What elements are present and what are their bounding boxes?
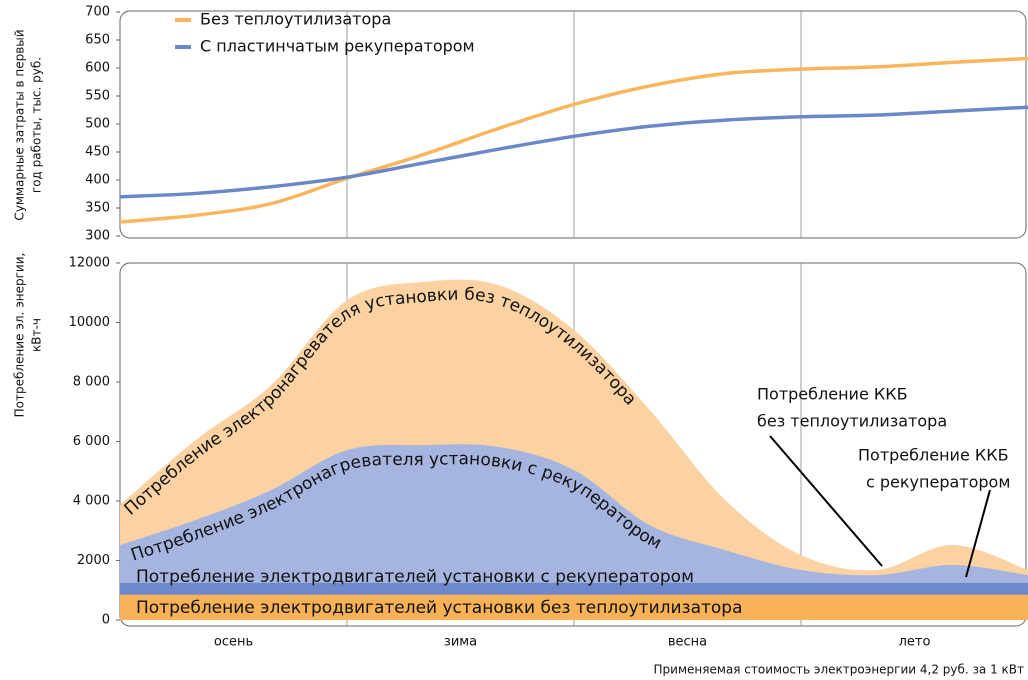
y-tick-label: 700 [85, 5, 110, 20]
y-tick-label: 300 [85, 229, 110, 244]
x-tick-label: весна [668, 635, 707, 650]
y-tick-label: 450 [85, 145, 110, 160]
line [119, 105, 1028, 199]
y-tick-label: 550 [85, 89, 110, 104]
area-label: Потребление электродвигателей установки … [136, 598, 743, 618]
y-axis-label: год работы, тыс. руб. [30, 57, 44, 193]
footnote: Применяемая стоимость электроэнергии 4,2… [654, 663, 1024, 677]
y-tick-label: 4 000 [73, 494, 110, 509]
y-axis-label: Суммарные затраты в первый [13, 29, 27, 220]
x-tick-label: осень [214, 635, 253, 650]
y-tick-label: 500 [85, 117, 110, 132]
y-axis-label: Потребление эл. энергии, [13, 253, 27, 418]
y-tick-label: 12000 [69, 256, 110, 271]
y-tick-label: 350 [85, 201, 110, 216]
area [120, 444, 1028, 620]
y-tick-label: 10000 [69, 315, 110, 330]
annotation: с рекуператором [866, 473, 1010, 492]
x-tick-label: зима [444, 635, 477, 650]
y-tick-label: 2000 [77, 553, 110, 568]
top-vgrid [346, 11, 802, 238]
y-tick-label: 6 000 [73, 434, 110, 449]
area-label: Потребление электродвигателей установки … [136, 567, 694, 587]
annotation: Потребление ККБ [858, 446, 1009, 465]
y-tick-label: 8 000 [73, 375, 110, 390]
y-tick-label: 650 [85, 33, 110, 48]
legend-label: С пластинчатым рекуператором [200, 37, 475, 56]
y-tick-label: 0 [102, 613, 110, 628]
annotation: Потребление ККБ [757, 385, 908, 404]
legend-label: Без теплоутилизатора [200, 10, 391, 29]
x-tick-label: лето [899, 635, 931, 650]
area [120, 594, 1028, 620]
annotation: без теплоутилизатора [757, 412, 947, 431]
arrow [769, 435, 883, 567]
arrow [965, 489, 991, 578]
line [119, 56, 1028, 224]
y-tick-label: 600 [85, 61, 110, 76]
y-axis-label: кВт-ч [30, 318, 44, 352]
y-tick-label: 400 [85, 173, 110, 188]
